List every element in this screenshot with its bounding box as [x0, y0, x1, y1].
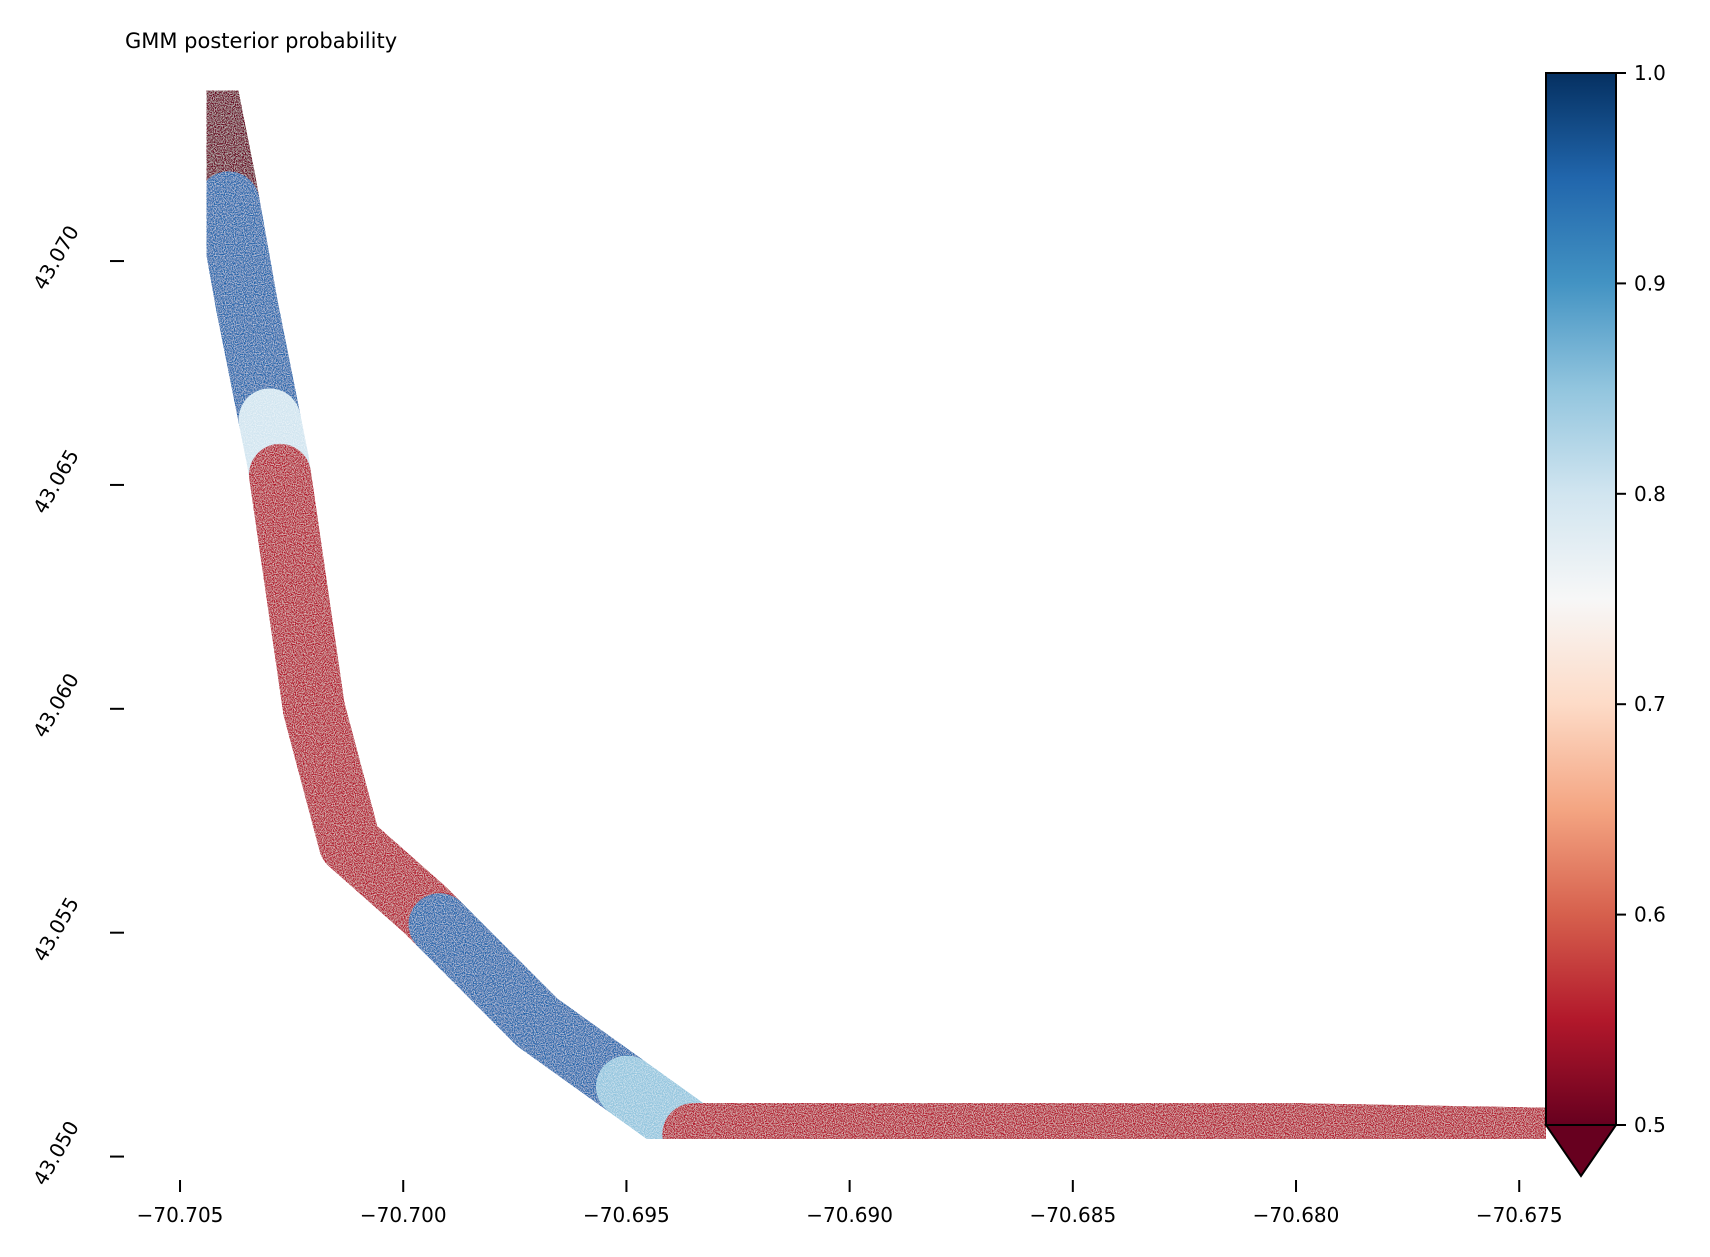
y-tick-label: 43.065: [28, 445, 84, 518]
colorbar-gradient: [1545, 72, 1617, 1126]
x-tick-label: −70.675: [1476, 1203, 1563, 1227]
colorbar-tick-label: 1.0: [1634, 61, 1666, 85]
colorbar-tick-label: 0.5: [1634, 1113, 1666, 1137]
colorbar-extend-triangle: [1544, 1124, 1618, 1178]
x-tick-label: −70.690: [806, 1203, 893, 1227]
y-tick-label: 43.055: [28, 893, 84, 966]
colorbar-ticks: 0.5 0.6 0.7 0.8 0.9 1.0: [1616, 61, 1666, 1137]
y-tick-label: 43.060: [28, 669, 84, 742]
x-tick-label: −70.680: [1253, 1203, 1340, 1227]
colorbar-tick-label: 0.8: [1634, 482, 1666, 506]
x-axis: −70.705 −70.700 −70.695 −70.690 −70.685 −70.6…: [137, 1180, 1563, 1227]
x-tick-label: −70.700: [360, 1203, 447, 1227]
y-tick-label: 43.070: [28, 221, 84, 294]
x-tick-label: −70.705: [137, 1203, 224, 1227]
x-tick-label: −70.685: [1029, 1203, 1116, 1227]
colorbar-tick-label: 0.6: [1634, 903, 1666, 927]
x-tick-label: −70.695: [583, 1203, 670, 1227]
y-axis: 43.050 43.055 43.060 43.065 43.070: [28, 221, 124, 1189]
survey-track: [175, 59, 1577, 1170]
y-tick-label: 43.050: [28, 1117, 84, 1190]
colorbar-tick-label: 0.9: [1634, 271, 1666, 295]
chart-title: GMM posterior probability: [125, 29, 397, 53]
colorbar-tick-label: 0.7: [1634, 692, 1666, 716]
colorbar: 0.5 0.6 0.7 0.8 0.9 1.0: [1544, 61, 1666, 1178]
